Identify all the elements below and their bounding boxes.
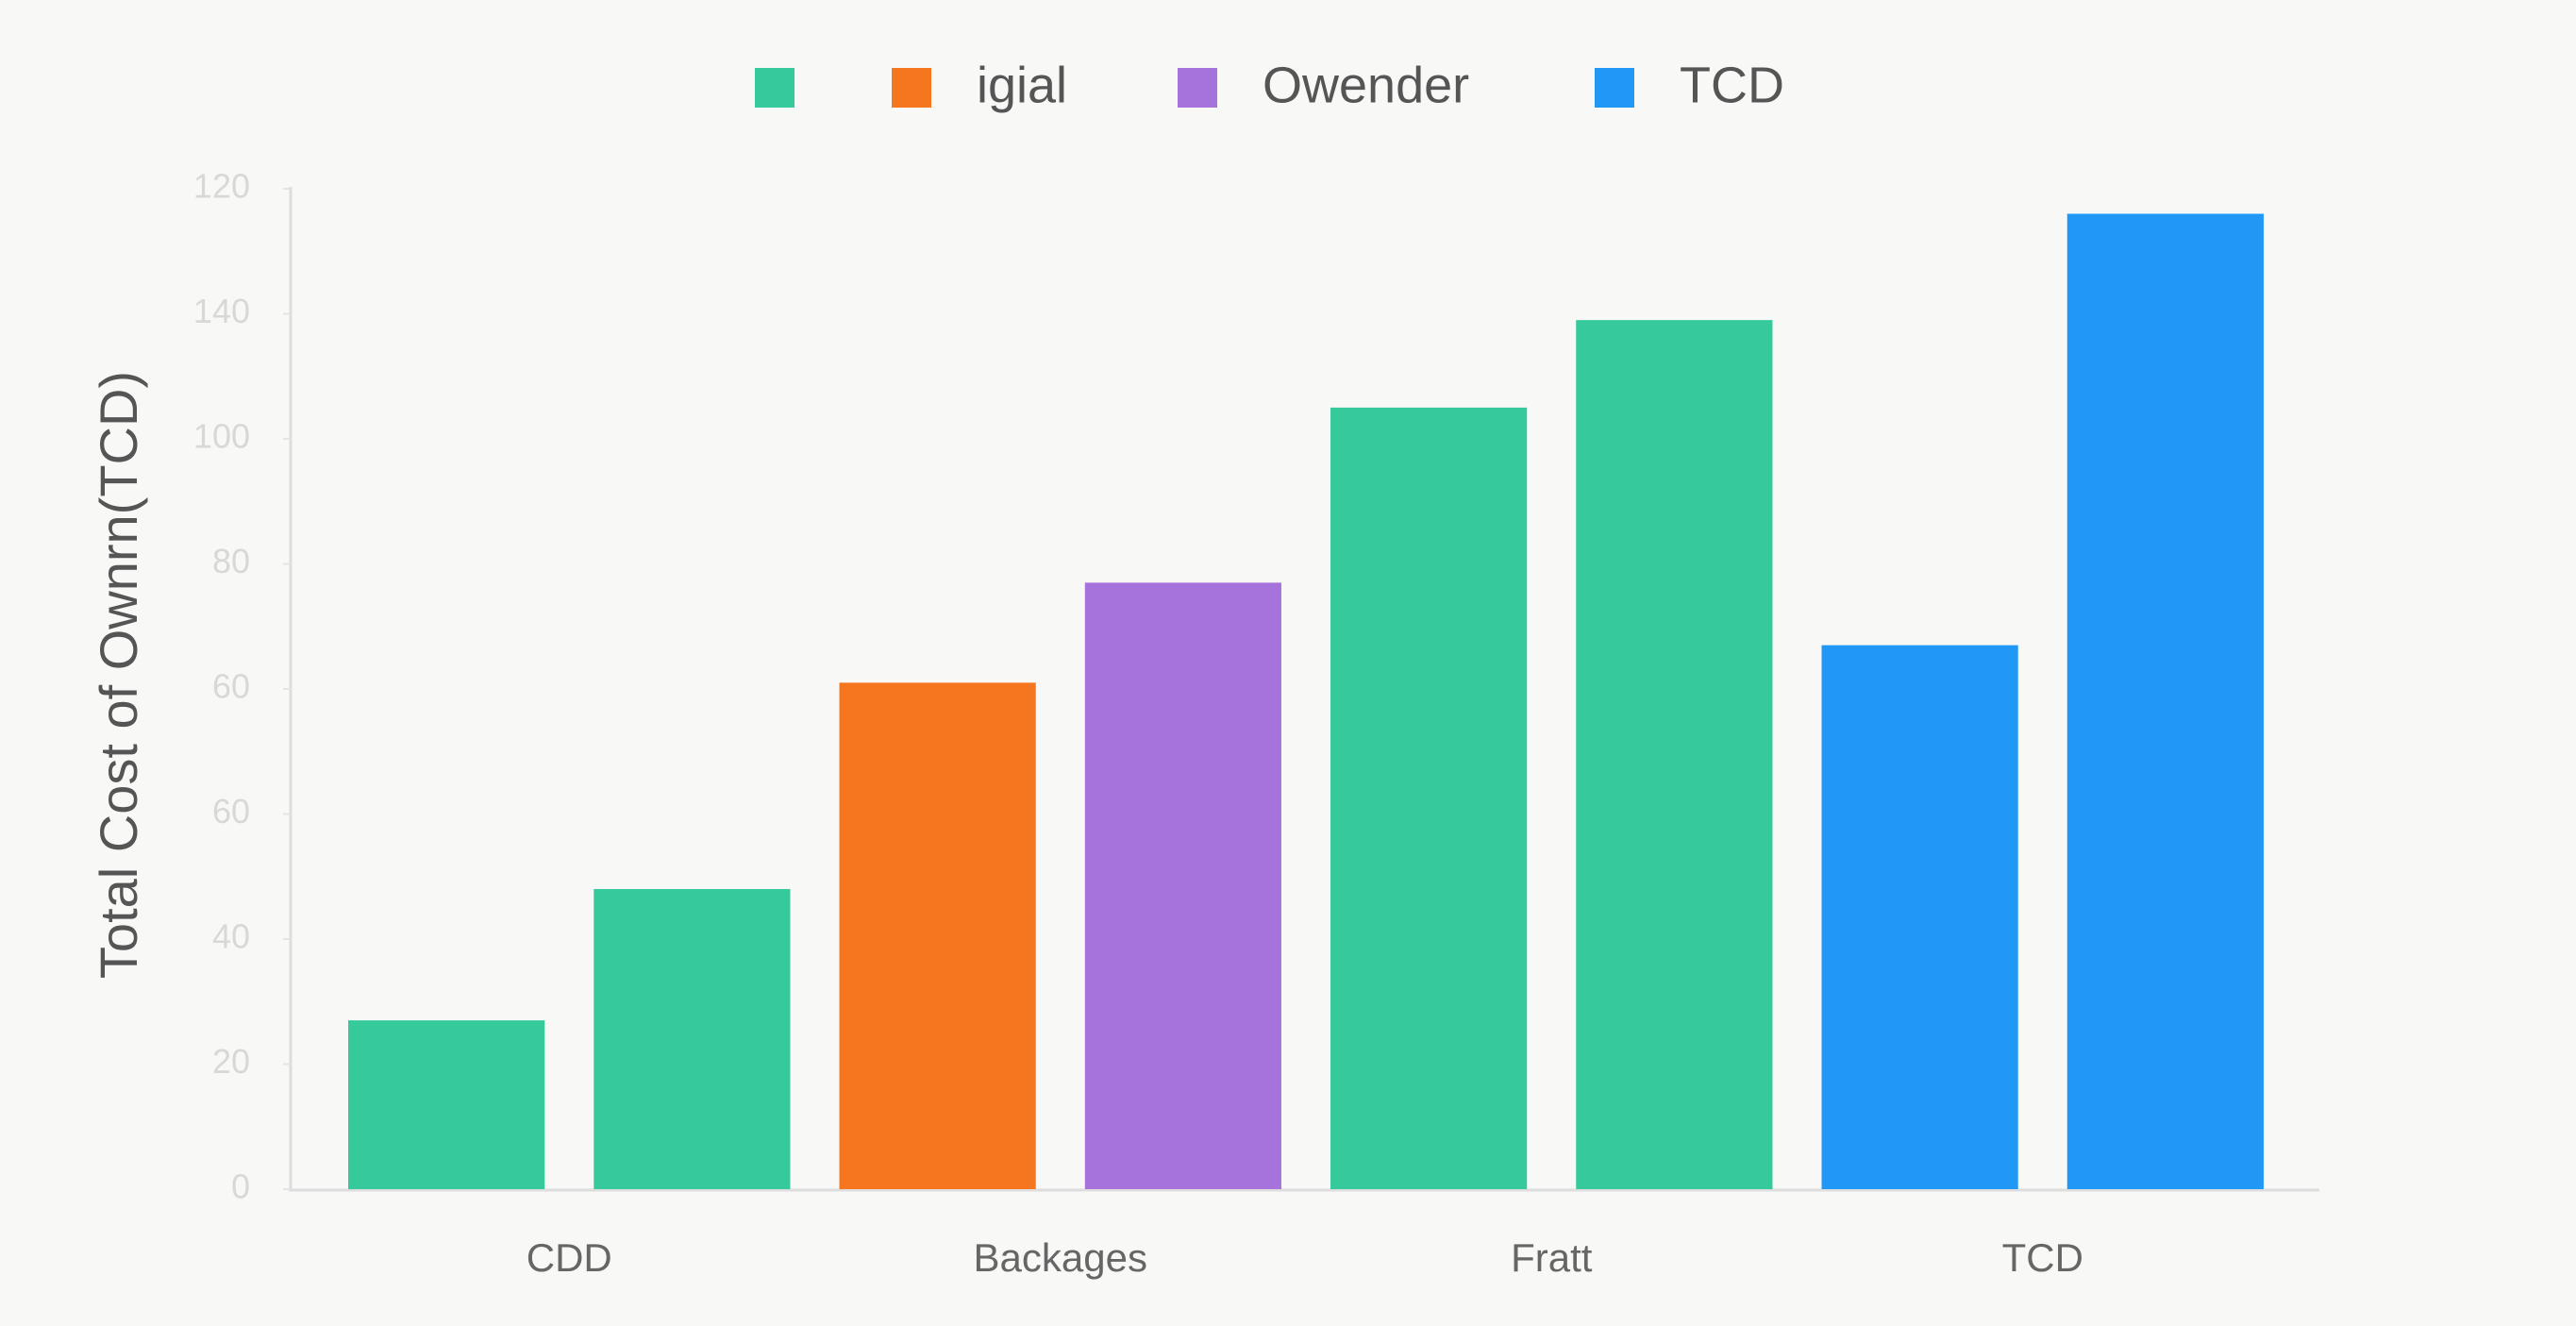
x-tick-label: TCD	[2002, 1235, 2083, 1280]
y-tick-label: 20	[212, 1042, 250, 1081]
bar	[594, 889, 791, 1189]
y-tick-label: 140	[193, 292, 250, 330]
y-tick-label: 0	[231, 1167, 250, 1206]
legend-label: TCD	[1680, 57, 1784, 113]
legend-label: Owender	[1263, 57, 1469, 113]
bar	[839, 682, 1036, 1189]
y-tick-label: 40	[212, 917, 250, 956]
y-tick-label: 60	[212, 792, 250, 831]
x-tick-label: CDD	[527, 1235, 612, 1280]
legend-swatch	[892, 68, 931, 108]
legend-swatch	[755, 68, 795, 108]
legend-label: igial	[977, 57, 1067, 113]
bar	[348, 1020, 545, 1189]
y-tick-label: 80	[212, 542, 250, 580]
x-tick-label: Backages	[974, 1235, 1147, 1280]
x-tick-label: Fratt	[1511, 1235, 1593, 1280]
bar	[1330, 407, 1528, 1189]
bar	[1084, 582, 1281, 1189]
y-tick-label: 120	[193, 167, 250, 206]
legend-swatch	[1595, 68, 1634, 108]
y-tick-label: 100	[193, 417, 250, 456]
bar	[1821, 645, 2018, 1189]
bar	[1576, 320, 1773, 1189]
legend-swatch	[1178, 68, 1217, 108]
y-tick-label: 60	[212, 667, 250, 706]
y-axis-label: Total Cost of Ownrn(TCD)	[89, 371, 148, 979]
bar	[2066, 213, 2264, 1189]
